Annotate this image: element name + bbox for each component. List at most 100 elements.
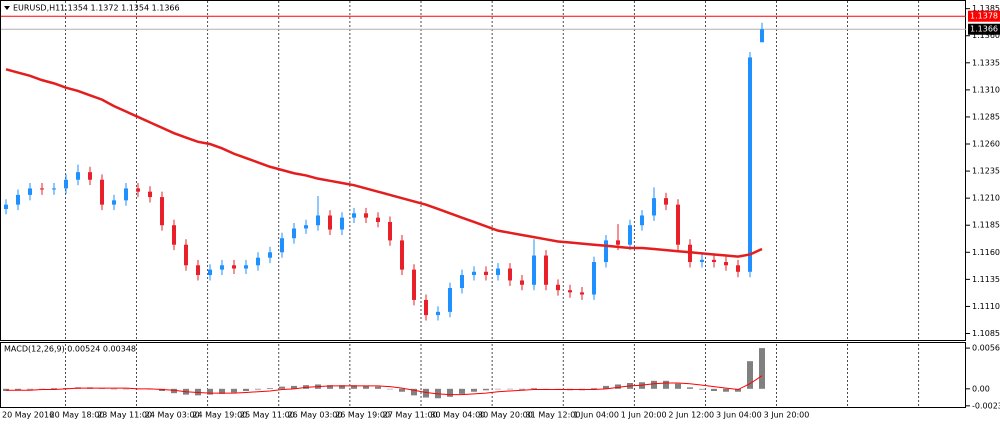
x-tick-label: 30 May 20:00 (478, 411, 533, 420)
bid-label-box (968, 23, 1000, 35)
candle-body (172, 225, 176, 245)
y-tick-label: 1.1160 (972, 248, 1000, 257)
candle-body (424, 299, 428, 316)
candle-body (64, 179, 68, 189)
candle-body (100, 179, 104, 205)
macd-bar (387, 388, 393, 390)
candle-body (304, 225, 308, 229)
candle-body (292, 228, 296, 239)
y-tick-label: 1.1285 (972, 112, 1000, 121)
macd-bar (423, 388, 429, 398)
candle-body (4, 204, 8, 209)
macd-bar (267, 388, 273, 389)
macd-bar (291, 385, 297, 389)
candle-body (748, 57, 752, 272)
macd-bar (495, 388, 501, 390)
candle-body (544, 255, 548, 285)
candle-body (436, 311, 440, 316)
macd-bar (111, 388, 117, 390)
candle-body (700, 259, 704, 263)
macd-bar (399, 388, 405, 392)
candle-body (724, 262, 728, 266)
y-tick-label: 1.1260 (972, 140, 1000, 149)
candle-body (28, 188, 32, 195)
candle-body (640, 215, 644, 226)
macd-bar (51, 388, 57, 389)
candle-body (184, 244, 188, 266)
macd-bar (735, 388, 741, 392)
x-tick-label: 26 May 03:00 (288, 411, 343, 420)
candle-body (280, 238, 284, 253)
candle-body (40, 188, 44, 190)
macd-bar (723, 388, 729, 392)
macd-bar (171, 388, 177, 394)
x-tick-label: 24 May 03:00 (145, 411, 200, 420)
macd-bar (255, 388, 261, 390)
candle-body (712, 259, 716, 263)
macd-bar (339, 385, 345, 389)
candle-body (760, 29, 764, 43)
marks (3, 22, 765, 399)
x-tick-label: 27 May 11:00 (383, 411, 438, 420)
candle-body (376, 217, 380, 222)
main-pane (0, 0, 966, 341)
macd-bar (591, 388, 597, 389)
bid-label: 1.1366 (970, 25, 998, 34)
macd-bar (351, 385, 357, 389)
macd-y-tick-label: 0.0056 (972, 344, 1000, 353)
candle-body (664, 198, 668, 205)
macd-bar (15, 388, 21, 391)
macd-y-tick-label: -0.00234 (972, 401, 1000, 410)
macd-bar (519, 388, 525, 390)
macd-bar (663, 380, 669, 389)
macd-bar (711, 388, 717, 391)
candle-body (472, 271, 476, 276)
x-tick-label: 3 Jun 20:00 (764, 411, 810, 420)
macd-bar (759, 348, 765, 389)
candle-body (88, 172, 92, 180)
candle-body (412, 269, 416, 300)
candle-body (580, 292, 584, 295)
macd-bar (747, 361, 753, 389)
candle-body (316, 215, 320, 226)
macd-bar (27, 388, 33, 390)
candle-body (652, 198, 656, 216)
candle-body (148, 191, 152, 198)
candle-body (268, 252, 272, 258)
x-tick-label: 1 Jun 04:00 (573, 411, 619, 420)
macd-bar (531, 388, 537, 389)
x-tick-label: 3 Jun 04:00 (716, 411, 762, 420)
candle-body (628, 225, 632, 245)
menu-arrow[interactable] (4, 6, 10, 10)
candle-body (196, 265, 200, 276)
x-tick-label: 1 Jun 20:00 (621, 411, 667, 420)
macd-bar (687, 387, 693, 389)
candle-body (352, 213, 356, 218)
macd-bar (447, 388, 453, 397)
y-tick-label: 1.1085 (972, 329, 1000, 338)
macd-title: MACD(12,26,9) 0.00524 0.00348 (4, 345, 136, 354)
x-tick-label: 26 May 19:00 (335, 411, 390, 420)
macd-bar (363, 385, 369, 389)
x-tick-label: 20 May 2016 (2, 411, 54, 420)
macd-bar (219, 388, 225, 394)
candle-body (508, 268, 512, 281)
candle-body (364, 213, 368, 218)
y-tick-label: 1.1335 (972, 58, 1000, 67)
candle-body (52, 188, 56, 190)
macd-bar (471, 388, 477, 392)
candle-body (520, 280, 524, 285)
macd-bar (615, 384, 621, 389)
candle-body (244, 265, 248, 269)
y-tick-label: 1.1235 (972, 167, 1000, 176)
x-tick-label: 20 May 18:00 (50, 411, 105, 420)
candle-body (592, 262, 596, 295)
ask-label: 1.1378 (970, 12, 998, 21)
candle-body (736, 265, 740, 272)
macd-bar (243, 388, 249, 391)
candle-body (556, 284, 560, 291)
macd-bar (279, 386, 285, 389)
candle-body (76, 172, 80, 180)
candle-body (568, 290, 572, 293)
x-tick-label: 24 May 19:00 (192, 411, 247, 420)
